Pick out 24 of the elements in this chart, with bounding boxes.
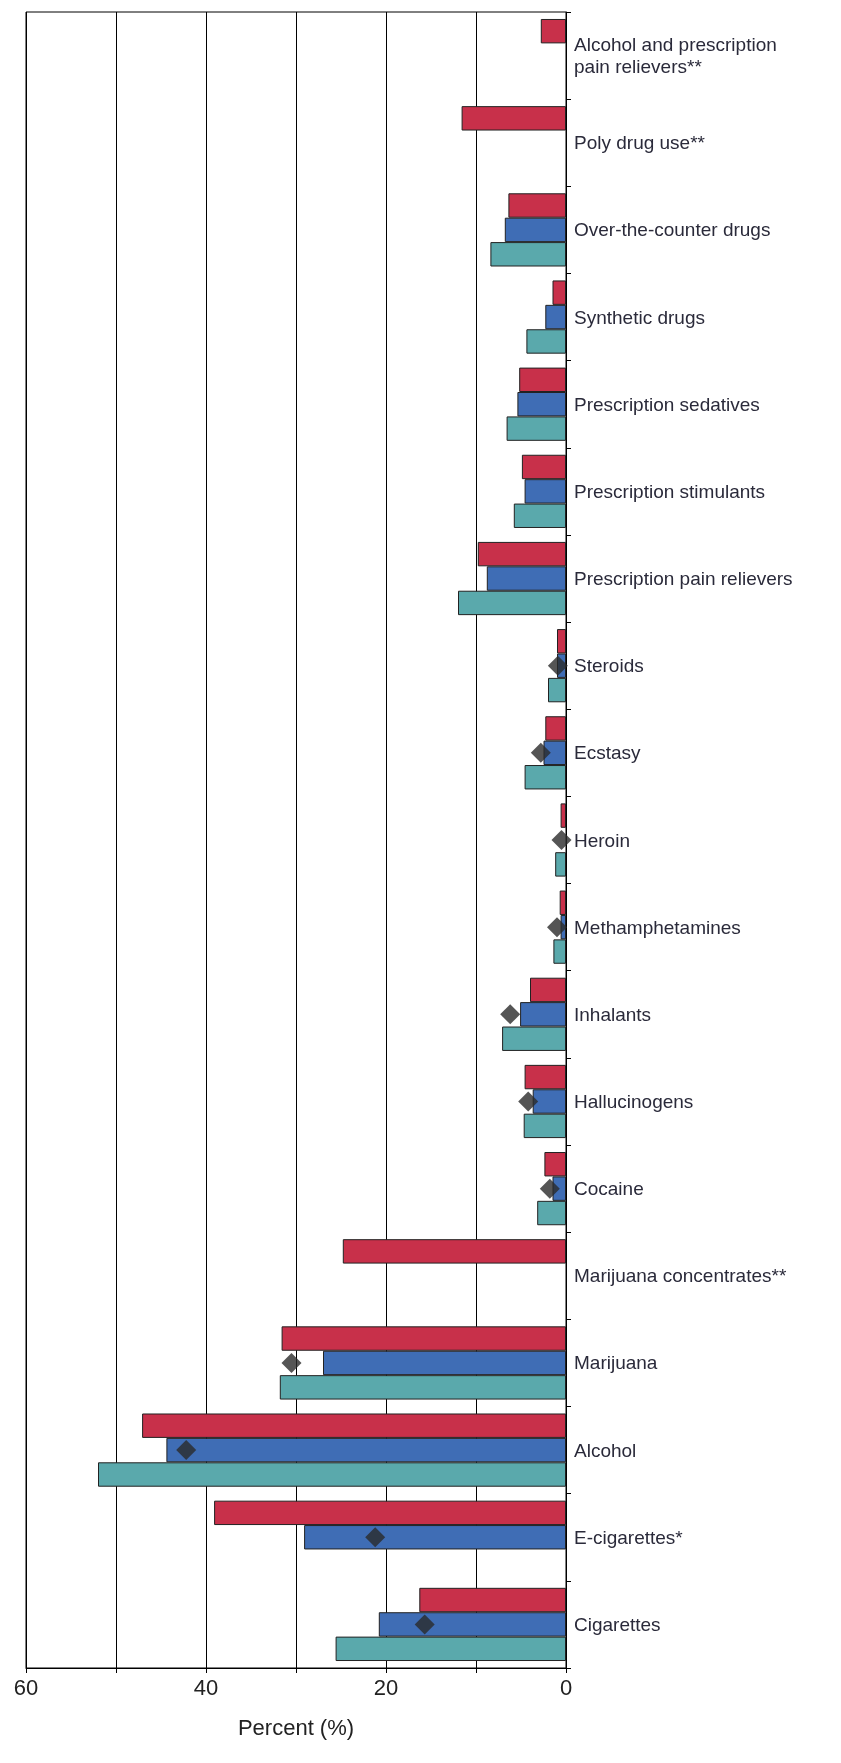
y-tick-label: Heroin	[574, 829, 630, 851]
y-tick-label: Synthetic drugs	[574, 306, 705, 328]
y-tick-label: Marijuana	[574, 1352, 658, 1374]
y-tick-label: Methamphetamines	[574, 916, 741, 938]
y-tick-label: Ecstasy	[574, 742, 642, 764]
y-tick-label: Prescription sedatives	[574, 393, 760, 415]
y-tick-label: Over-the-counter drugs	[574, 219, 771, 241]
y-tick-label: Inhalants	[574, 1003, 652, 1025]
y-tick-label: Poly drug use**	[574, 132, 706, 154]
y-tick-label: E-cigarettes*	[574, 1526, 684, 1548]
x-tick-label: 0	[559, 1674, 573, 1700]
y-tick-label: Alcohol	[574, 1439, 637, 1461]
y-tick-label: Cocaine	[574, 1178, 644, 1200]
x-axis-title: Percent (%)	[237, 1714, 355, 1740]
y-tick-label: Prescription pain relievers	[574, 568, 793, 590]
y-tick-label: Hallucinogens	[574, 1090, 694, 1112]
y-tick-label: Alcohol and prescription pain relievers**	[574, 34, 783, 78]
x-tick-label: 40	[193, 1674, 219, 1700]
x-tick-label: 60	[13, 1674, 39, 1700]
y-tick-label: Cigarettes	[574, 1613, 661, 1635]
y-tick-label: Prescription stimulants	[574, 480, 766, 502]
y-tick-label: Steroids	[574, 655, 644, 677]
x-tick-label: 20	[373, 1674, 399, 1700]
y-tick-label: Marijuana concentrates**	[574, 1265, 787, 1287]
